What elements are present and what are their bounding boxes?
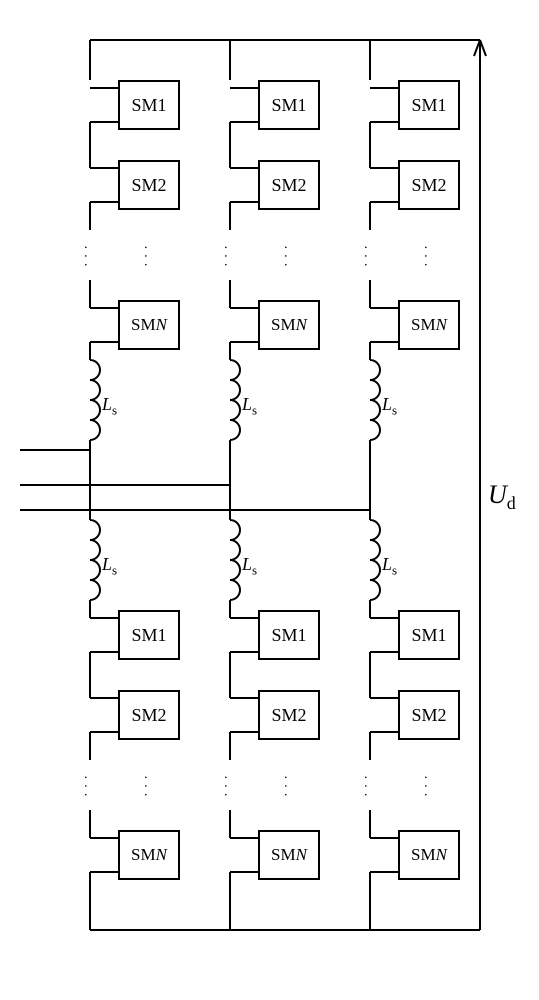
- ellipsis-vertical: ···: [76, 775, 92, 801]
- ud-sub: d: [507, 493, 516, 513]
- ellipsis-vertical: ···: [416, 245, 432, 271]
- ellipsis-vertical: ···: [356, 245, 372, 271]
- submodule-box: SM N: [258, 300, 320, 350]
- submodule-box: SM2: [258, 690, 320, 740]
- arm-inductor-label: Ls: [382, 394, 397, 419]
- submodule-box: SM N: [118, 830, 180, 880]
- ellipsis-vertical: ···: [276, 245, 292, 271]
- submodule-box: SM1: [398, 80, 460, 130]
- submodule-box: SM1: [118, 80, 180, 130]
- ellipsis-vertical: ···: [216, 775, 232, 801]
- submodule-box: SM N: [118, 300, 180, 350]
- submodule-box: SM2: [118, 160, 180, 210]
- ellipsis-vertical: ···: [356, 775, 372, 801]
- submodule-box: SM1: [398, 610, 460, 660]
- arm-inductor-label: Ls: [102, 554, 117, 579]
- ellipsis-vertical: ···: [276, 775, 292, 801]
- submodule-box: SM2: [398, 690, 460, 740]
- submodule-box: SM1: [258, 80, 320, 130]
- submodule-box: SM1: [258, 610, 320, 660]
- submodule-box: SM N: [398, 300, 460, 350]
- ellipsis-vertical: ···: [136, 245, 152, 271]
- submodule-box: SM2: [258, 160, 320, 210]
- arm-inductor-label: Ls: [382, 554, 397, 579]
- submodule-box: SM2: [118, 690, 180, 740]
- submodule-box: SM N: [258, 830, 320, 880]
- dc-voltage-label: Ud: [488, 480, 516, 514]
- arm-inductor-label: Ls: [242, 394, 257, 419]
- arm-inductor-label: Ls: [102, 394, 117, 419]
- submodule-box: SM2: [398, 160, 460, 210]
- ud-main: U: [488, 480, 507, 509]
- submodule-box: SM N: [398, 830, 460, 880]
- submodule-box: SM1: [118, 610, 180, 660]
- ellipsis-vertical: ···: [76, 245, 92, 271]
- ellipsis-vertical: ···: [136, 775, 152, 801]
- ellipsis-vertical: ···: [216, 245, 232, 271]
- arm-inductor-label: Ls: [242, 554, 257, 579]
- ellipsis-vertical: ···: [416, 775, 432, 801]
